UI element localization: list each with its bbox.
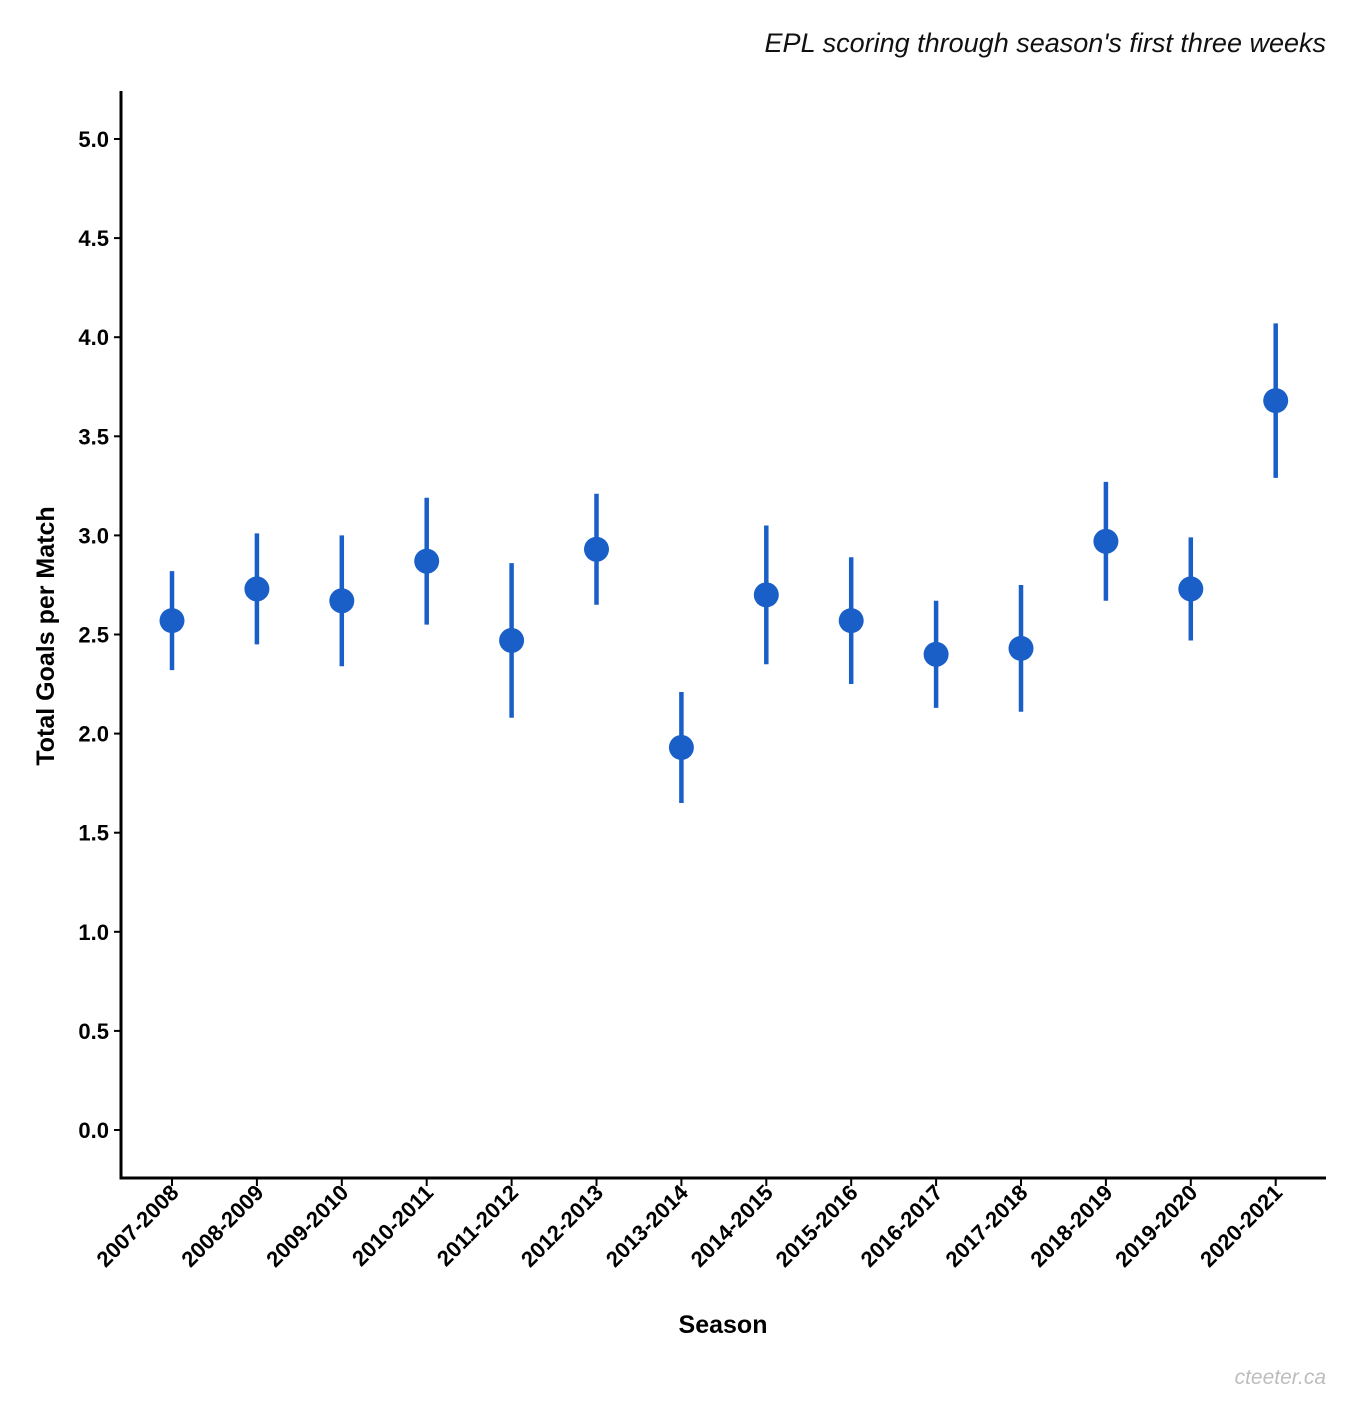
data-marks xyxy=(159,323,1289,803)
data-point xyxy=(1008,635,1034,661)
watermark: cteeter.ca xyxy=(1234,1366,1326,1389)
data-point xyxy=(414,548,440,574)
y-tick-label: 1.0 xyxy=(78,920,109,945)
x-tick-label: 2016-2017 xyxy=(856,1180,948,1272)
data-point xyxy=(159,608,185,634)
y-tick-label: 0.5 xyxy=(78,1019,109,1044)
data-point xyxy=(499,627,525,653)
y-tick-label: 3.5 xyxy=(78,424,109,449)
data-point xyxy=(838,608,864,634)
x-tick-label: 2012-2013 xyxy=(516,1180,608,1272)
y-axis-title: Total Goals per Match xyxy=(32,506,60,765)
y-tick-label: 2.5 xyxy=(78,623,109,648)
y-tick-label: 4.0 xyxy=(78,325,109,350)
x-tick-label: 2011-2012 xyxy=(432,1180,523,1271)
y-tick-label: 5.0 xyxy=(78,127,109,152)
x-axis-ticks: 2007-20082008-20092009-20102010-20112011… xyxy=(91,1178,1287,1272)
x-tick-label: 2020-2021 xyxy=(1195,1180,1287,1272)
chart-title: EPL scoring through season's first three… xyxy=(764,28,1326,58)
data-point xyxy=(584,536,609,562)
data-point xyxy=(1178,576,1204,602)
data-point xyxy=(923,641,949,667)
y-tick-label: 2.0 xyxy=(78,722,109,747)
x-tick-label: 2015-2016 xyxy=(771,1180,863,1272)
x-tick-label: 2017-2018 xyxy=(940,1180,1032,1272)
y-axis-ticks: 0.0 0.5 1.0 1.5 2.0 2.5 3.0 3.5 4.0 4.5 5.0 xyxy=(78,127,121,1143)
x-axis-title: Season xyxy=(679,1311,768,1339)
x-tick-label: 2010-2011 xyxy=(347,1180,438,1271)
y-tick-label: 1.5 xyxy=(78,821,109,846)
axes xyxy=(119,91,1326,1180)
x-tick-label: 2008-2009 xyxy=(176,1180,268,1272)
data-point xyxy=(329,588,355,614)
x-tick-label: 2007-2008 xyxy=(91,1180,183,1272)
x-tick-label: 2013-2014 xyxy=(601,1179,694,1272)
data-point xyxy=(753,582,779,608)
data-point xyxy=(668,734,694,760)
x-tick-label: 2019-2020 xyxy=(1110,1180,1202,1272)
data-point xyxy=(1263,388,1289,414)
x-tick-label: 2014-2015 xyxy=(686,1180,778,1272)
y-tick-label: 4.5 xyxy=(78,226,109,251)
data-point xyxy=(1093,528,1119,554)
y-tick-label: 3.0 xyxy=(78,523,109,548)
x-tick-label: 2009-2010 xyxy=(261,1180,353,1272)
data-point xyxy=(244,576,270,602)
y-tick-label: 0.0 xyxy=(78,1118,109,1143)
x-tick-label: 2018-2019 xyxy=(1025,1180,1117,1272)
